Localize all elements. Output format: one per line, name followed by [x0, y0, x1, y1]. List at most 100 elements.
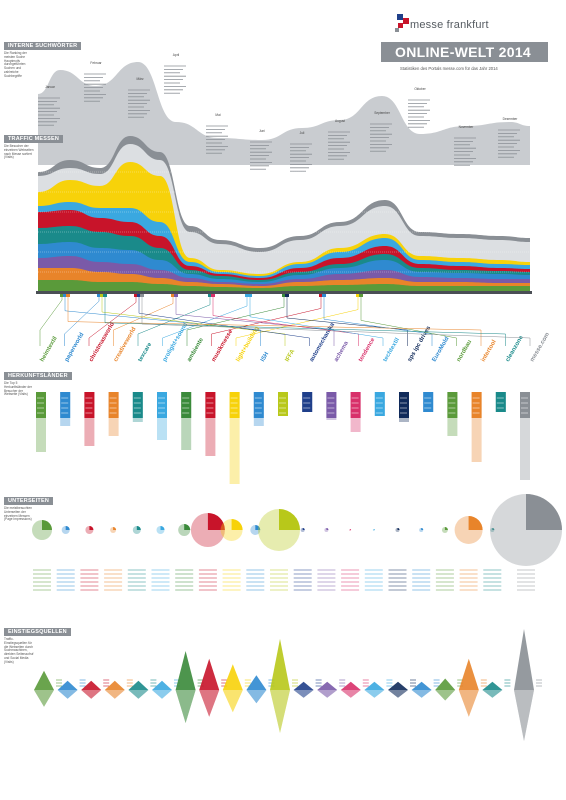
source-diamond-lower-19	[482, 690, 503, 698]
timeline-marker-4	[208, 294, 212, 297]
timeline-marker-1	[97, 294, 101, 297]
origin-bar-bg-8	[229, 392, 240, 484]
subpage-pie-slice-16	[421, 528, 424, 530]
month-label-1: Februar	[90, 61, 102, 65]
subpage-pie-slice-14	[373, 529, 375, 530]
month-label-9: Oktober	[414, 87, 426, 91]
source-diamond-10	[270, 638, 290, 733]
origin-bar-14	[374, 392, 385, 416]
section-title-traffic: TRAFFIC MESSEN	[4, 135, 64, 143]
subpage-pie-slice-2	[89, 526, 94, 530]
fair-label-2: christmasworld	[89, 321, 117, 363]
month-label-8: September	[374, 111, 391, 115]
origin-bar-15	[399, 392, 409, 418]
subpage-pie-slice-0	[42, 520, 52, 530]
subpage-pie-slice-7	[207, 513, 225, 530]
subpage-pie-slice-5	[160, 526, 165, 530]
fair-label-18: intertool	[481, 339, 498, 363]
source-diamond-lower-2	[81, 690, 102, 699]
timeline-marker-10	[100, 294, 104, 297]
origin-bar-18	[471, 392, 482, 418]
origin-bar-2	[84, 392, 95, 418]
origin-bar-3	[108, 392, 119, 418]
section-title-search: INTERNE SUCHWÖRTER	[4, 42, 82, 50]
section-desc-search: Die Ranking der meisten Suche Hauptmotiv…	[4, 51, 27, 78]
subpage-pie-slice-20	[526, 494, 562, 530]
timeline-marker-8	[356, 294, 360, 297]
origin-bar-6	[181, 392, 192, 418]
fair-label-15: sps ipc drives	[407, 325, 433, 363]
month-label-0: Januar	[45, 85, 56, 89]
source-diamond-9	[246, 675, 267, 704]
timeline-axis	[36, 291, 532, 294]
origin-bar-0	[36, 392, 46, 418]
fair-label-6: ambiente	[187, 337, 206, 363]
month-label-10: November	[459, 125, 475, 129]
fair-label-10: IFFA	[285, 348, 297, 363]
page-title: ONLINE-WELT 2014	[395, 44, 532, 60]
timeline-marker-0	[60, 294, 64, 297]
traffic-layer-9	[38, 280, 530, 292]
source-diamond-lower-18	[458, 690, 479, 717]
fair-connector-12	[175, 296, 335, 346]
section-title-sources: EINSTIEGSQUELLEN	[4, 628, 71, 636]
subpage-pie-slice-17	[444, 527, 448, 530]
source-diamond-lower-7	[199, 690, 220, 717]
source-diamond-lower-12	[317, 690, 338, 698]
fair-connector-0	[39, 296, 63, 346]
fair-label-20: messe.com	[530, 332, 552, 363]
section-desc-traffic: Die Besucher der einzelnen Webseiten nac…	[4, 144, 34, 160]
fair-label-17: nordbau	[456, 339, 473, 363]
fair-connector-8	[235, 296, 359, 346]
source-diamond-lower-9	[246, 690, 267, 704]
messe-frankfurt-logo-icon	[395, 14, 409, 32]
source-diamond-lower-20	[514, 690, 534, 741]
origin-bar-11	[302, 392, 313, 412]
fair-label-16: EuroMold	[432, 336, 451, 363]
subpage-pie-slice-9	[255, 525, 261, 530]
fair-connector-1	[64, 296, 100, 346]
fair-connector-11	[138, 296, 310, 346]
fair-connector-20	[141, 296, 531, 346]
source-diamond-2	[81, 680, 102, 699]
timeline-marker-20	[140, 294, 144, 297]
source-diamond-0	[34, 670, 54, 707]
fair-label-12: achema	[334, 340, 351, 363]
source-diamond-lower-3	[104, 690, 125, 699]
month-label-4: Mai	[215, 113, 220, 117]
source-diamond-4	[128, 680, 149, 699]
source-diamond-lower-14	[364, 690, 385, 698]
source-diamond-3	[104, 680, 125, 699]
section-desc-origin: Die Top 5 Herkunftsländer der Besucher d…	[4, 381, 32, 397]
subpage-pie-slice-4	[136, 526, 141, 530]
origin-bar-17	[447, 392, 458, 418]
timeline-marker-7	[319, 294, 323, 297]
source-diamond-lower-5	[152, 690, 172, 699]
source-diamond-12	[317, 681, 338, 698]
timeline-marker-15	[285, 294, 289, 297]
source-diamond-lower-10	[270, 690, 290, 733]
timeline-marker-6	[282, 294, 286, 297]
fair-label-5: prolight+sound	[162, 322, 189, 363]
source-diamond-8	[222, 664, 243, 713]
fair-label-4: texcare	[138, 341, 154, 363]
source-diamond-lower-1	[57, 690, 78, 699]
section-title-subpages: UNTERSEITEN	[4, 497, 54, 505]
month-label-6: Juli	[300, 131, 305, 135]
source-diamond-lower-15	[388, 690, 408, 698]
timeline-marker-9	[63, 294, 67, 297]
source-diamond-lower-16	[411, 690, 432, 698]
month-label-3: April	[173, 53, 180, 57]
timeline-marker-14	[248, 294, 252, 297]
subpage-pie-slice-1	[65, 526, 70, 530]
timeline-marker-3	[171, 294, 175, 297]
source-diamond-6	[175, 651, 196, 723]
subpage-pie-slice-11	[302, 528, 305, 530]
origin-bar-20	[520, 392, 530, 418]
origin-bar-bg-7	[205, 392, 216, 456]
origin-bar-1	[60, 392, 71, 418]
subpage-pie-slice-15	[397, 528, 400, 530]
source-diamond-lower-4	[128, 690, 149, 699]
origin-bar-10	[278, 392, 288, 416]
